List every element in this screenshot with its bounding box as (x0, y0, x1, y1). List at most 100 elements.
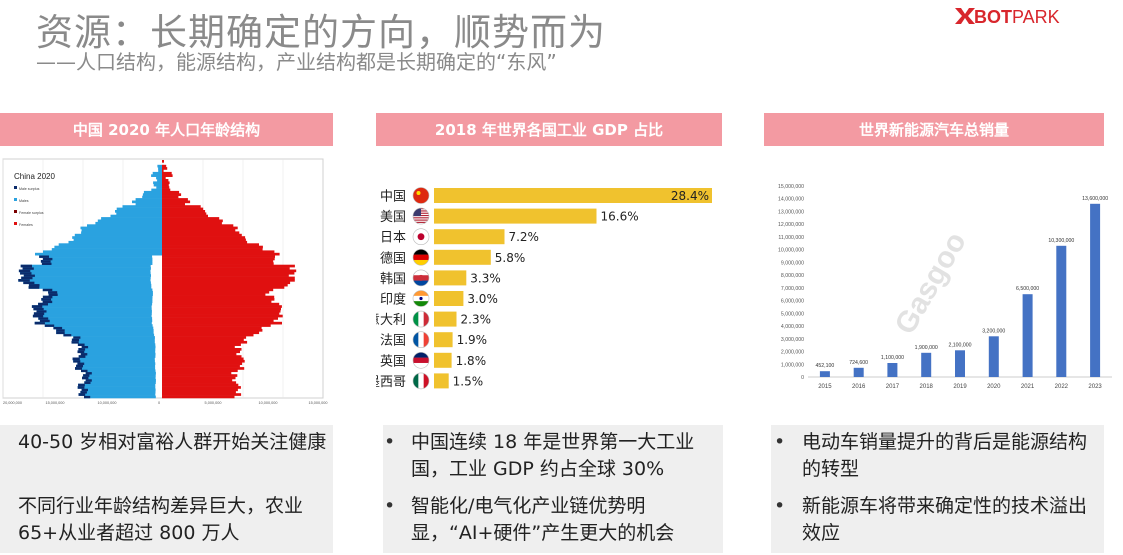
female-bar (162, 376, 236, 380)
sales-value-label: 2,100,000 (948, 342, 971, 348)
y-tick-label: 14,000,000 (778, 197, 804, 203)
female-bar (162, 255, 275, 258)
gdp-value-label: 1.9% (457, 333, 488, 347)
flag-stripe (413, 217, 429, 219)
flag-border (412, 352, 430, 369)
gdp-value-label: 1.8% (456, 354, 487, 368)
female-bar (162, 169, 164, 173)
sales-value-label: 724,600 (849, 360, 868, 366)
male-bar (135, 198, 162, 201)
male-bar (101, 217, 162, 220)
legend-label: Females (19, 223, 33, 227)
female-bar (162, 307, 281, 311)
flag-border (412, 187, 430, 204)
flag-emblem (419, 296, 423, 301)
flag-border (412, 269, 430, 287)
flag-border (412, 228, 430, 246)
legend-label: Male surplus (19, 187, 40, 191)
male-bar (78, 383, 156, 387)
female-bar (162, 295, 275, 299)
female-bar (162, 388, 238, 392)
male-bar (18, 279, 151, 282)
banner-industrial-gdp: 2018 年世界各国工业 GDP 占比 (376, 113, 722, 146)
male-bar (77, 362, 156, 365)
female-bar (162, 279, 295, 282)
female-bar (162, 250, 275, 254)
flag-body (413, 208, 429, 223)
right-point-1: 电动车销量提升的背后是能源结构的转型 (802, 431, 1088, 480)
male-bar (153, 183, 162, 187)
flag-icon (412, 228, 430, 246)
female-bar (162, 340, 248, 344)
female-bar (162, 224, 234, 227)
flag-icon (412, 207, 430, 225)
male-surplus-bar (42, 300, 53, 304)
male-surplus-bar (56, 331, 65, 335)
male-bar (54, 245, 162, 249)
gdp-value-label: 5.8% (495, 251, 526, 265)
male-surplus-bar (41, 298, 51, 301)
flag-stripe (413, 352, 429, 358)
flag-icon (412, 269, 430, 287)
female-bar (162, 350, 240, 354)
male-surplus-bar (28, 283, 40, 287)
pyramid-title: China 2020 (14, 172, 55, 181)
male-surplus-bar (75, 367, 82, 370)
male-bar (81, 231, 162, 235)
male-bar (43, 250, 162, 254)
y-tick-label: 13,000,000 (778, 209, 804, 215)
female-bar (162, 181, 170, 185)
male-surplus-bar (31, 305, 43, 308)
female-bar (162, 186, 170, 189)
male-surplus-bar (39, 319, 50, 323)
bullet-icon: • (774, 495, 786, 517)
male-surplus-bar (73, 336, 81, 339)
female-bar (162, 357, 244, 361)
country-label: 美国 (380, 210, 406, 225)
y-tick-label: 6,000,000 (781, 299, 804, 305)
legend-swatch (14, 210, 17, 213)
male-surplus-bar (77, 350, 85, 354)
sales-value-label: 13,600,000 (1082, 196, 1108, 202)
country-label: 法国 (380, 334, 406, 349)
male-surplus-bar (21, 276, 33, 280)
male-bar (76, 364, 156, 368)
male-surplus-bar (77, 362, 85, 365)
text-box-right: • 电动车销量提升的背后是能源结构的转型 • 新能源车将带来确定性的技术溢出效应 (771, 425, 1104, 553)
x-tick-label: 2023 (1088, 384, 1102, 390)
male-bar (82, 376, 156, 380)
flag-stripe (413, 290, 429, 297)
male-surplus-bar (41, 262, 52, 265)
female-bar (162, 390, 236, 394)
male-surplus-bar (63, 333, 72, 337)
male-bar (73, 238, 162, 242)
left-point-2: 不同行业年龄结构差异巨大，农业65+从业者超过 800 万人 (18, 495, 304, 544)
flag-icon (412, 331, 430, 348)
male-bar (35, 252, 162, 256)
female-bar (162, 221, 222, 225)
male-bar (53, 326, 154, 330)
flag-icon (412, 249, 430, 266)
male-surplus-bar (48, 290, 58, 294)
female-bar (162, 274, 289, 277)
male-bar (157, 164, 162, 168)
male-bar (81, 345, 156, 349)
female-bar (162, 171, 172, 175)
female-bar (162, 336, 247, 339)
gdp-bar (434, 270, 467, 286)
sales-value-label: 3,200,000 (982, 328, 1005, 334)
flag-stripe (418, 311, 424, 328)
text-box-left: 40-50 岁相对富裕人群开始关注健康 不同行业年龄结构差异巨大，农业65+从业… (0, 425, 333, 553)
male-bar (122, 205, 162, 208)
nev-sales-chart: 0 1,000,000 2,000,000 3,000,000 4,000,000 5,0… (778, 184, 1112, 390)
female-bar (162, 288, 274, 292)
watermark-logo: Gasgoo (889, 227, 973, 340)
female-bar (162, 269, 297, 273)
sales-bar (1056, 245, 1067, 377)
male-bar (51, 248, 162, 251)
banner-nev-sales: 世界新能源汽车总销量 (764, 113, 1104, 146)
female-bar (162, 240, 248, 244)
x-tick-label: 2017 (886, 384, 900, 390)
x-tick-label: 2018 (920, 384, 934, 390)
right-point-2: 新能源车将带来确定性的技术溢出效应 (802, 495, 1088, 544)
